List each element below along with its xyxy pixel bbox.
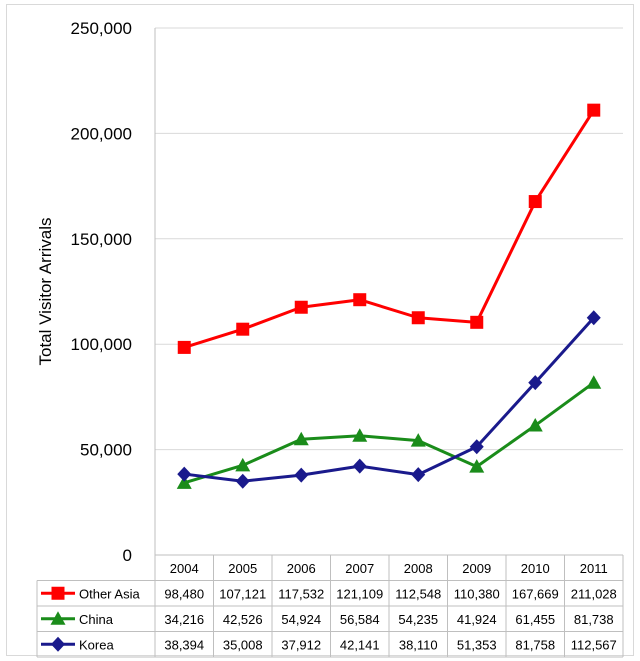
data-point-china	[293, 431, 309, 446]
table-value: 56,584	[340, 612, 380, 627]
table-value: 41,924	[457, 612, 497, 627]
x-category-label: 2011	[580, 561, 608, 576]
y-axis-label: Total Visitor Arrivals	[36, 217, 55, 365]
legend-marker-korea	[51, 636, 65, 652]
data-point-china	[352, 428, 368, 442]
chart-frame	[6, 4, 634, 656]
legend-label-china: China	[79, 612, 114, 627]
series-line-china	[183, 381, 595, 485]
table-value: 37,912	[281, 637, 321, 652]
data-point-korea	[294, 467, 309, 483]
data-point-other-asia	[587, 103, 601, 117]
table-value: 61,455	[515, 612, 555, 627]
table-value: 117,532	[278, 586, 324, 601]
table-value: 54,235	[398, 612, 438, 627]
table-value: 54,924	[281, 612, 321, 627]
data-point-other-asia	[177, 340, 191, 354]
table-value: 211,028	[571, 586, 617, 601]
series-line-korea	[184, 316, 595, 483]
x-category-label: 2006	[287, 561, 316, 576]
legend-marker-other-asia	[51, 586, 65, 600]
data-point-other-asia	[353, 293, 367, 307]
table-value: 112,567	[571, 637, 617, 652]
table-value: 35,008	[223, 637, 263, 652]
data-point-china	[586, 375, 602, 389]
data-point-china	[235, 457, 251, 472]
data-point-other-asia	[411, 311, 425, 325]
table-value: 121,109	[336, 586, 383, 601]
data-point-korea	[411, 467, 426, 483]
legend-label-other-asia: Other Asia	[79, 586, 140, 601]
data-point-korea	[235, 473, 250, 489]
table-value: 107,121	[219, 586, 266, 601]
y-tick-label: 200,000	[71, 124, 132, 143]
y-tick-label: 250,000	[71, 19, 132, 38]
data-point-other-asia	[528, 195, 542, 209]
x-category-label: 2004	[170, 561, 199, 576]
table-value: 167,669	[512, 586, 559, 601]
data-point-korea	[177, 466, 192, 482]
table-value: 98,480	[164, 586, 204, 601]
x-category-label: 2008	[404, 561, 433, 576]
series-line-other-asia	[183, 109, 596, 349]
x-category-label: 2010	[521, 561, 550, 576]
data-point-china	[410, 433, 426, 447]
table-value: 112,548	[395, 586, 441, 601]
table-value: 110,380	[454, 586, 500, 601]
data-point-other-asia	[236, 322, 250, 336]
data-point-china	[176, 475, 192, 489]
data-point-korea	[469, 439, 484, 455]
table-value: 42,526	[223, 612, 263, 627]
table-value: 42,141	[340, 637, 380, 652]
data-point-korea	[528, 375, 543, 391]
table-value: 81,738	[574, 612, 614, 627]
table-value: 38,394	[164, 637, 204, 652]
y-tick-label: 150,000	[71, 230, 132, 249]
y-tick-label: 50,000	[80, 441, 132, 460]
table-value: 34,216	[164, 612, 204, 627]
data-point-korea	[586, 310, 601, 326]
y-tick-label: 100,000	[71, 335, 132, 354]
data-point-china	[527, 417, 543, 432]
data-point-other-asia	[294, 300, 308, 314]
x-category-label: 2009	[462, 561, 491, 576]
legend-label-korea: Korea	[79, 637, 114, 652]
data-point-other-asia	[470, 315, 484, 329]
data-point-korea	[352, 458, 367, 474]
data-point-china	[469, 459, 485, 473]
legend-marker-china	[50, 611, 66, 625]
y-tick-label: 0	[123, 546, 132, 565]
table-value: 51,353	[457, 637, 497, 652]
x-category-label: 2005	[228, 561, 257, 576]
x-category-label: 2007	[345, 561, 374, 576]
table-value: 81,758	[515, 637, 555, 652]
table-value: 38,110	[399, 637, 438, 652]
